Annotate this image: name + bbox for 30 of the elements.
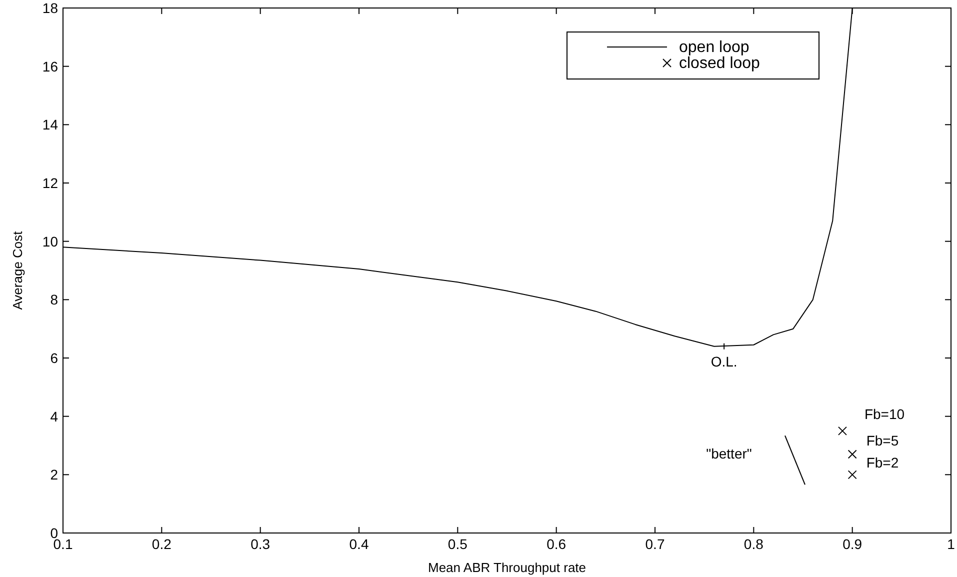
y-tick-label: 12 bbox=[42, 175, 58, 191]
annotation: Fb=5 bbox=[866, 432, 899, 448]
x-axis-title: Mean ABR Throughput rate bbox=[428, 560, 586, 575]
y-axis-title: Average Cost bbox=[10, 230, 25, 310]
annotation: O.L. bbox=[710, 353, 738, 370]
x-tick-label: 0.7 bbox=[645, 536, 665, 552]
x-tick-label: 0.3 bbox=[250, 536, 270, 552]
annotation: Fb=10 bbox=[864, 406, 905, 422]
y-tick-label: 14 bbox=[42, 116, 58, 133]
legend-label: closed loop bbox=[679, 55, 760, 72]
x-tick-label: 0.8 bbox=[744, 536, 764, 552]
annotation: Fb=2 bbox=[866, 454, 899, 471]
x-tick-label: 1 bbox=[947, 536, 956, 552]
point bbox=[838, 426, 847, 436]
annotation: "better" bbox=[706, 446, 752, 462]
y-tick-label: 16 bbox=[42, 58, 58, 74]
y-tick-label: 10 bbox=[42, 233, 58, 250]
point bbox=[848, 450, 857, 459]
legend-label: open loop bbox=[679, 39, 750, 56]
point bbox=[848, 470, 857, 480]
x-tick-label: 0.6 bbox=[546, 536, 566, 552]
y-tick-label: 6 bbox=[50, 350, 58, 366]
x-tick-label: 0.5 bbox=[448, 536, 468, 552]
y-tick-label: 18 bbox=[42, 0, 58, 16]
y-tick-label: 8 bbox=[50, 292, 58, 308]
x-tick-label: 0.9 bbox=[842, 536, 862, 552]
x-tick-label: 0.2 bbox=[152, 536, 172, 552]
x-tick-label: 0.4 bbox=[349, 536, 369, 552]
y-tick-label: 4 bbox=[50, 408, 58, 424]
y-tick-label: 2 bbox=[50, 466, 58, 483]
